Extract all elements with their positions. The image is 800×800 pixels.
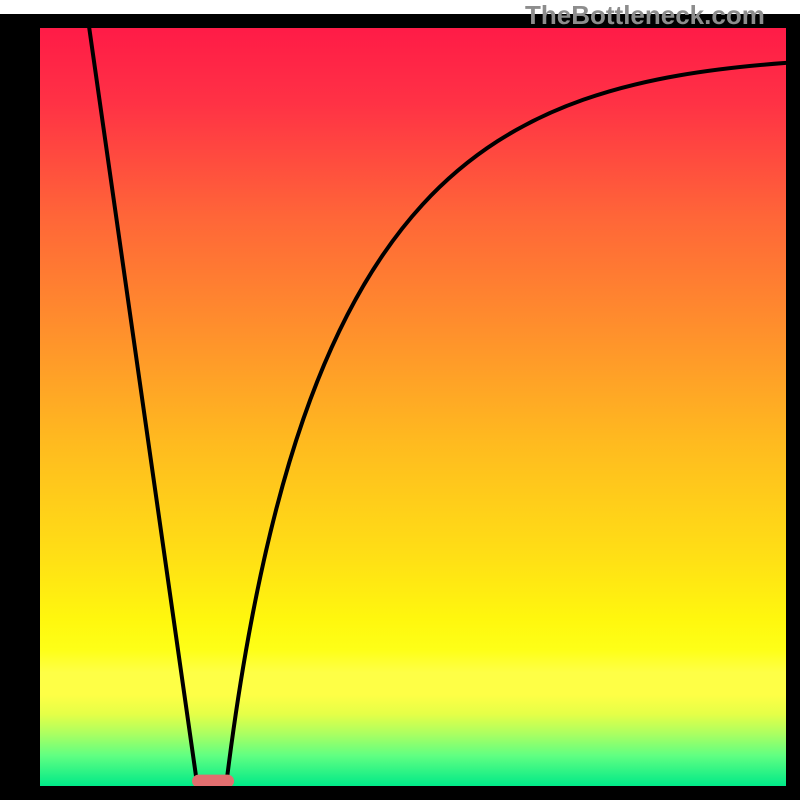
valley-marker	[192, 775, 234, 786]
plot-frame	[0, 14, 800, 800]
left-descent-line	[89, 28, 196, 781]
right-rise-curve	[227, 63, 787, 782]
figure: { "canvas": { "width": 800, "height": 80…	[0, 0, 800, 800]
curve-overlay	[40, 28, 786, 786]
